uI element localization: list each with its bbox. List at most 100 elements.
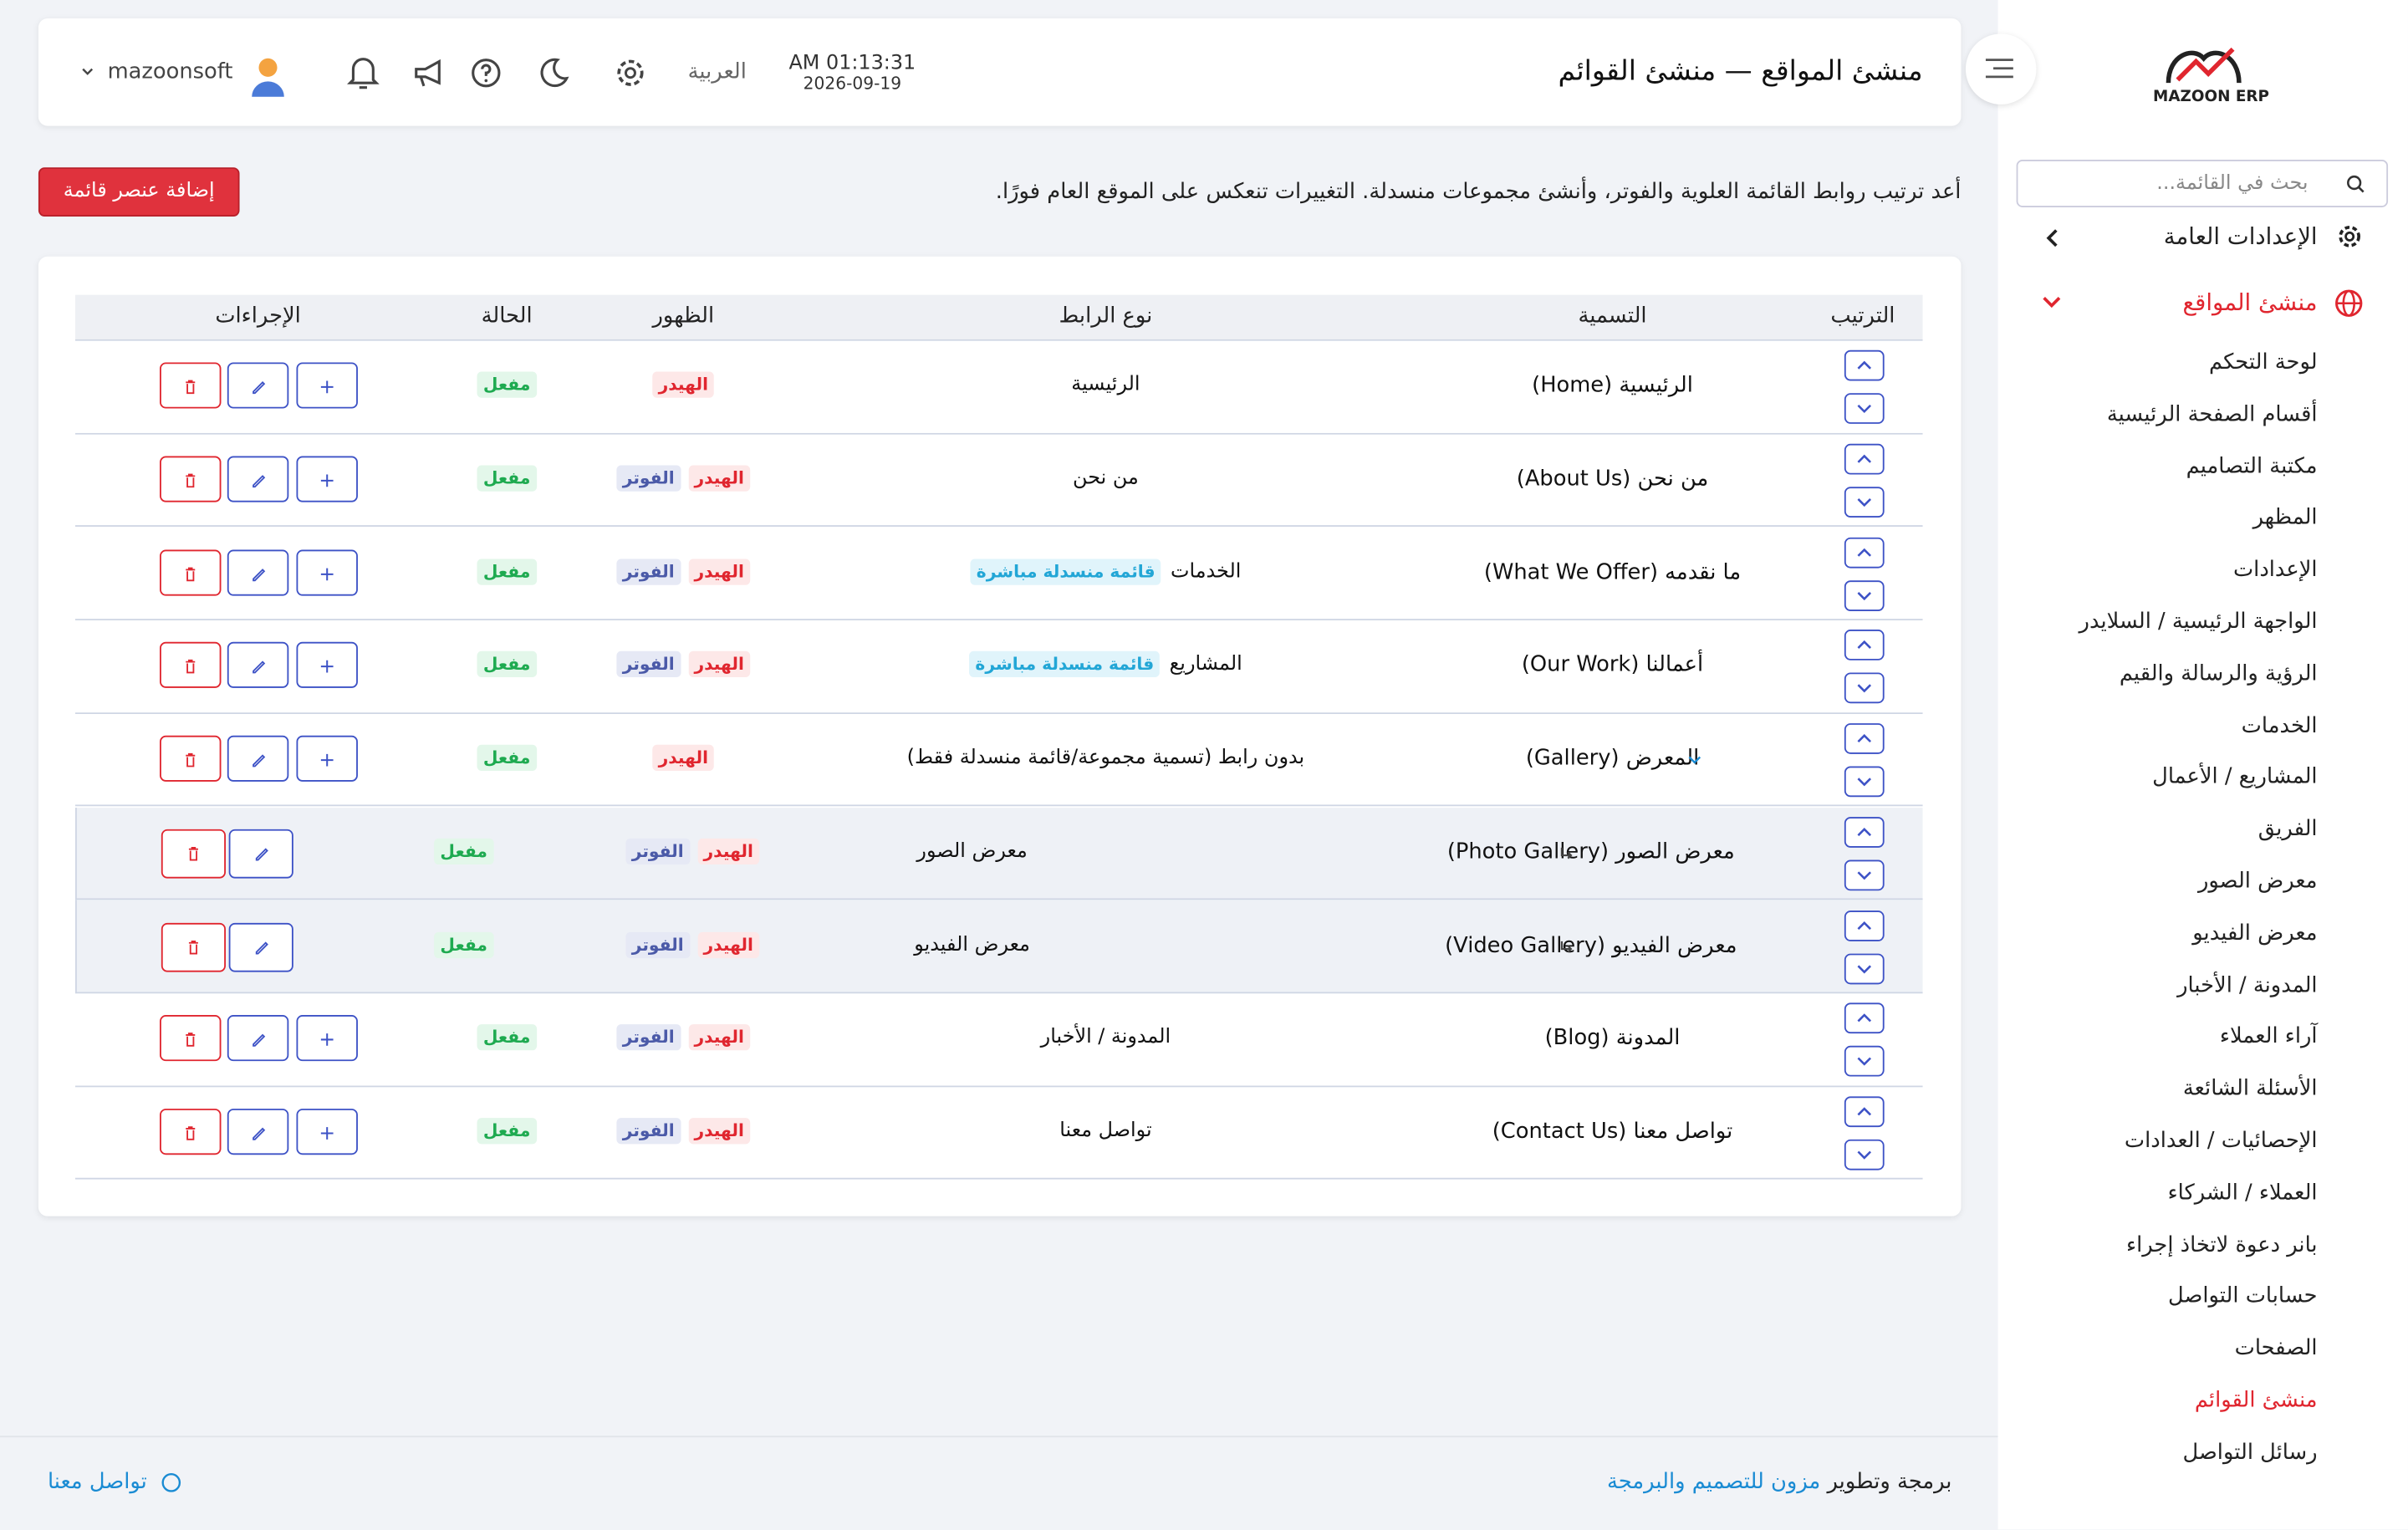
- nav-item[interactable]: الإحصائيات / العدادات: [2124, 1128, 2318, 1154]
- move-up-button[interactable]: [1844, 350, 1885, 382]
- delete-button-icon: [188, 846, 198, 861]
- edit-button[interactable]: [228, 829, 293, 879]
- delete-button[interactable]: [160, 456, 222, 502]
- edit-button[interactable]: [227, 1108, 289, 1155]
- nav-item[interactable]: المظهر: [2252, 505, 2318, 531]
- visibility-badge: الهيدر: [697, 838, 760, 864]
- delete-button[interactable]: [161, 922, 226, 972]
- language-switch[interactable]: العربية: [687, 59, 747, 85]
- delete-button[interactable]: [160, 642, 222, 689]
- nav-item[interactable]: المدونة / الأخبار: [2177, 972, 2318, 998]
- move-up-button[interactable]: [1844, 630, 1885, 661]
- move-down-button[interactable]: [1844, 579, 1885, 611]
- nav-item[interactable]: بانر دعوة لاتخاذ إجراء: [2125, 1232, 2318, 1257]
- edit-button[interactable]: [227, 549, 289, 596]
- delete-button[interactable]: [160, 549, 222, 596]
- delete-button[interactable]: [160, 1108, 222, 1155]
- logo-text: MAZOON ERP: [2153, 89, 2270, 106]
- nav-item[interactable]: حسابات التواصل: [2168, 1284, 2318, 1309]
- edit-button[interactable]: [227, 456, 289, 502]
- move-up-button[interactable]: [1844, 723, 1885, 755]
- move-down-button[interactable]: [1844, 766, 1885, 798]
- move-up-button[interactable]: [1844, 537, 1885, 569]
- move-down-button[interactable]: [1844, 673, 1885, 705]
- nav-item[interactable]: الأسئلة الشائعة: [2182, 1076, 2318, 1102]
- nav-item[interactable]: المشاريع / الأعمال: [2152, 765, 2318, 790]
- nav-item[interactable]: رسائل التواصل: [2182, 1440, 2318, 1465]
- item-label: تواصل معنا (Contact Us): [1492, 1119, 1733, 1145]
- delete-button[interactable]: [160, 736, 222, 783]
- move-up-button[interactable]: [1844, 1096, 1885, 1128]
- visibility-badge: الفوتر: [625, 838, 690, 864]
- status-badge: مفعل: [477, 745, 537, 772]
- nav-item[interactable]: الصفحات: [2234, 1336, 2318, 1361]
- announce-icon[interactable]: [411, 57, 445, 89]
- nav-item[interactable]: معرض الصور: [2197, 869, 2318, 894]
- nav-item[interactable]: الرؤية والرسالة والقيم: [2119, 661, 2318, 686]
- search-box[interactable]: [2016, 160, 2389, 207]
- link-type: الخدمات: [1170, 559, 1242, 584]
- nav-general-settings[interactable]: الإعدادات العامة: [2163, 222, 2318, 251]
- link-type: بدون رابط (تسمية مجموعة/قائمة منسدلة فقط…: [906, 746, 1305, 770]
- add-child-button-icon: [320, 474, 334, 487]
- edit-button-icon: [253, 1034, 266, 1048]
- expand-chevron[interactable]: [1688, 756, 1702, 765]
- add-child-button[interactable]: [296, 456, 358, 502]
- edit-button[interactable]: [227, 642, 289, 689]
- credit-text: برمجة وتطوير: [1827, 1469, 1952, 1495]
- nav-item[interactable]: الواجهة الرئيسية / السلايدر: [2079, 609, 2318, 635]
- settings-icon[interactable]: [615, 57, 647, 89]
- footer-contact[interactable]: تواصل معنا: [47, 1469, 147, 1495]
- dark-mode-icon[interactable]: [538, 57, 570, 89]
- move-down-button[interactable]: [1844, 952, 1885, 984]
- edit-button[interactable]: [227, 363, 289, 410]
- move-up-button[interactable]: [1844, 910, 1885, 941]
- nav-item[interactable]: منشئ القوائم: [2194, 1388, 2318, 1413]
- table-row: [74, 340, 1923, 435]
- nav-item[interactable]: معرض الفيديو: [2192, 921, 2318, 946]
- company-link[interactable]: مزون للتصميم والبرمجة: [1607, 1469, 1821, 1495]
- nav-item[interactable]: الفريق: [2258, 817, 2318, 842]
- add-child-button-icon: [320, 754, 334, 767]
- nav-item[interactable]: أقسام الصفحة الرئيسية: [2106, 401, 2318, 427]
- add-child-button-icon: [320, 1033, 334, 1047]
- move-down-button[interactable]: [1844, 1046, 1885, 1077]
- delete-button[interactable]: [160, 1015, 222, 1062]
- chevron: [1857, 921, 1872, 930]
- nav-item[interactable]: آراء العملاء: [2219, 1024, 2318, 1050]
- help-icon[interactable]: [470, 57, 503, 89]
- visibility-cell: الهيدر الفوتر: [616, 1024, 751, 1051]
- username[interactable]: mazoonsoft: [107, 59, 233, 85]
- nav-item[interactable]: مكتبة التصاميم: [2186, 453, 2318, 479]
- edit-button[interactable]: [227, 1015, 289, 1062]
- top-bar: [38, 18, 1962, 126]
- nav-item[interactable]: العملاء / الشركاء: [2167, 1181, 2318, 1206]
- nav-item[interactable]: الخدمات: [2241, 713, 2318, 738]
- column-header: نوع الرابط: [1059, 303, 1153, 329]
- nav-site-builder[interactable]: منشئ المواقع: [2182, 288, 2318, 317]
- move-up-button[interactable]: [1844, 443, 1885, 475]
- delete-button-icon: [186, 1033, 196, 1048]
- move-up-button[interactable]: [1844, 816, 1885, 848]
- notification-icon[interactable]: [347, 55, 380, 90]
- move-down-button[interactable]: [1844, 487, 1885, 518]
- move-up-button[interactable]: [1844, 1002, 1885, 1034]
- visibility-cell: الهيدر: [652, 745, 715, 772]
- user-avatar[interactable]: [249, 55, 288, 98]
- edit-button[interactable]: [227, 736, 289, 783]
- nav-item[interactable]: لوحة التحكم: [2208, 349, 2318, 375]
- visibility-badge: الهيدر: [688, 1118, 751, 1145]
- search-placeholder: بحث في القائمة...: [2156, 171, 2309, 196]
- status-badge: مفعل: [477, 1118, 537, 1145]
- clock-date: 2026-09-19: [803, 74, 902, 94]
- move-down-button[interactable]: [1844, 859, 1885, 890]
- add-item-button[interactable]: إضافة عنصر قائمة: [38, 167, 240, 217]
- delete-button[interactable]: [161, 829, 226, 879]
- table-row: [74, 713, 1923, 808]
- delete-button[interactable]: [160, 363, 222, 410]
- move-down-button[interactable]: [1844, 393, 1885, 425]
- item-label: الرئيسية (Home): [1532, 373, 1693, 399]
- move-down-button[interactable]: [1844, 1139, 1885, 1170]
- edit-button-icon: [253, 568, 266, 581]
- nav-item[interactable]: الإعدادات: [2232, 558, 2318, 583]
